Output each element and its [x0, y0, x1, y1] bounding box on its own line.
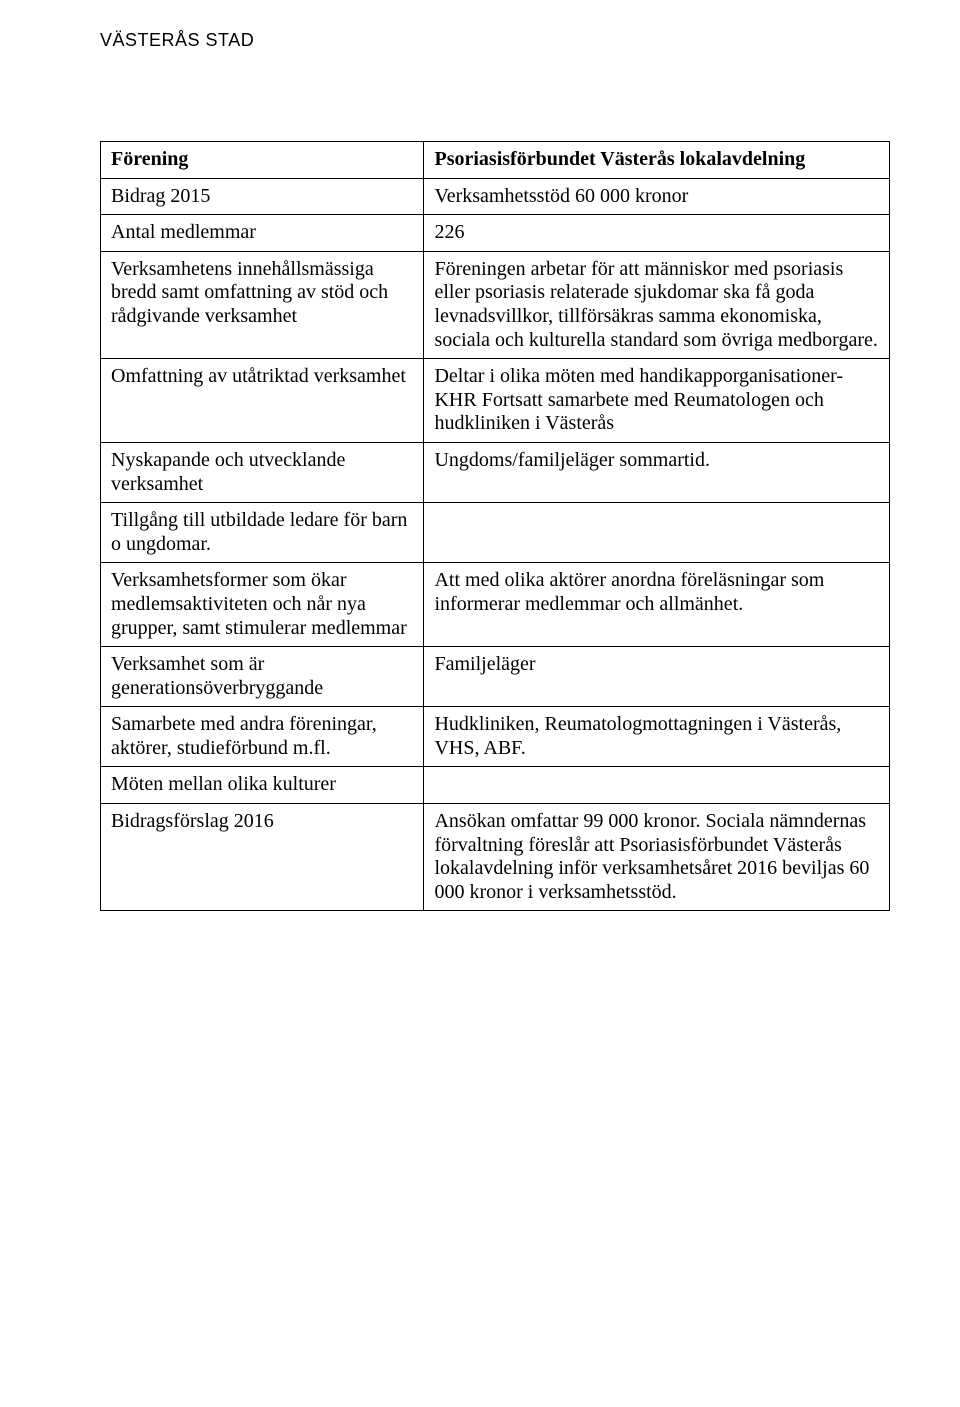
- row-label: Möten mellan olika kulturer: [101, 767, 424, 804]
- table-row: Förening Psoriasisförbundet Västerås lok…: [101, 142, 890, 179]
- row-label: Verksamhetsformer som ökar medlemsaktivi…: [101, 563, 424, 647]
- page-header-org: VÄSTERÅS STAD: [100, 30, 890, 51]
- row-value: Psoriasisförbundet Västerås lokalavdelni…: [424, 142, 890, 179]
- row-label: Samarbete med andra föreningar, aktörer,…: [101, 707, 424, 767]
- row-value: Att med olika aktörer anordna föreläsnin…: [424, 563, 890, 647]
- row-label: Tillgång till utbildade ledare för barn …: [101, 503, 424, 563]
- row-value: Familjeläger: [424, 647, 890, 707]
- table-row: Tillgång till utbildade ledare för barn …: [101, 503, 890, 563]
- table-row: Verksamhet som är generationsöverbryggan…: [101, 647, 890, 707]
- row-label: Omfattning av utåtriktad verksamhet: [101, 359, 424, 443]
- row-label: Antal medlemmar: [101, 215, 424, 252]
- document-table: Förening Psoriasisförbundet Västerås lok…: [100, 141, 890, 911]
- table-row: Bidrag 2015 Verksamhetsstöd 60 000 krono…: [101, 178, 890, 215]
- row-value: Verksamhetsstöd 60 000 kronor: [424, 178, 890, 215]
- row-label: Förening: [101, 142, 424, 179]
- row-label: Verksamhetens innehållsmässiga bredd sam…: [101, 251, 424, 358]
- table-row: Samarbete med andra föreningar, aktörer,…: [101, 707, 890, 767]
- table-row: Verksamhetens innehållsmässiga bredd sam…: [101, 251, 890, 358]
- table-row: Nyskapande och utvecklande verksamhet Un…: [101, 442, 890, 502]
- table-row: Antal medlemmar 226: [101, 215, 890, 252]
- row-label: Nyskapande och utvecklande verksamhet: [101, 442, 424, 502]
- row-value: [424, 503, 890, 563]
- row-value: [424, 767, 890, 804]
- table-row: Bidragsförslag 2016 Ansökan omfattar 99 …: [101, 804, 890, 911]
- row-value: Föreningen arbetar för att människor med…: [424, 251, 890, 358]
- row-value: Ansökan omfattar 99 000 kronor. Sociala …: [424, 804, 890, 911]
- table-row: Verksamhetsformer som ökar medlemsaktivi…: [101, 563, 890, 647]
- row-value: Deltar i olika möten med handikapporgani…: [424, 359, 890, 443]
- row-value: 226: [424, 215, 890, 252]
- table-row: Möten mellan olika kulturer: [101, 767, 890, 804]
- row-label: Bidragsförslag 2016: [101, 804, 424, 911]
- row-label: Verksamhet som är generationsöverbryggan…: [101, 647, 424, 707]
- page: VÄSTERÅS STAD Förening Psoriasisförbunde…: [0, 0, 960, 1407]
- table-row: Omfattning av utåtriktad verksamhet Delt…: [101, 359, 890, 443]
- row-value: Ungdoms/familjeläger sommartid.: [424, 442, 890, 502]
- row-label: Bidrag 2015: [101, 178, 424, 215]
- row-value: Hudkliniken, Reumatologmottagningen i Vä…: [424, 707, 890, 767]
